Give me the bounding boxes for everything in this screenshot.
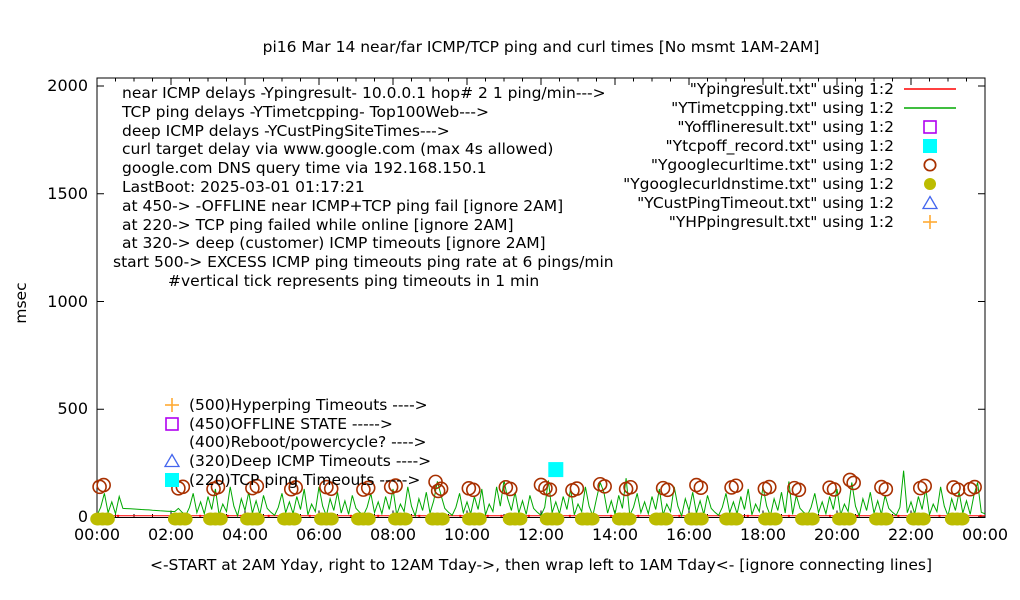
- y-tick-label: 1000: [47, 291, 88, 311]
- annotation-line: LastBoot: 2025-03-01 01:17:21: [122, 178, 365, 196]
- annotation-line: at 320-> deep (customer) ICMP timeouts […: [122, 234, 546, 253]
- x-tick-label: 00:00: [961, 525, 1009, 544]
- annotation-line: deep ICMP delays -YCustPingSiteTimes--->: [122, 121, 450, 140]
- legend-sample: [894, 138, 966, 154]
- callout-text: (320)Deep ICMP Timeouts ---->: [189, 452, 432, 471]
- legend-label: "Ypingresult.txt" using 1:2: [689, 79, 894, 98]
- filled-circle-icon: [924, 177, 936, 190]
- open-triangle-icon: [921, 194, 939, 209]
- y-tick-label: 0: [77, 507, 88, 526]
- callout-marker: [160, 415, 189, 433]
- chart-title: pi16 Mar 14 near/far ICMP/TCP ping and c…: [262, 38, 820, 56]
- x-tick-label: 12:00: [517, 525, 565, 544]
- open-circle-icon: [923, 157, 937, 172]
- filled-square-icon: [165, 472, 179, 487]
- x-tick-label: 02:00: [147, 525, 195, 544]
- line-icon: [904, 106, 956, 109]
- y-tick-label: 500: [57, 399, 88, 419]
- annotation-line: #vertical tick represents ping timeouts …: [168, 272, 540, 290]
- legend-label: "Yofflineresult.txt" using 1:2: [677, 117, 894, 136]
- callout-text: (500)Hyperping Timeouts ---->: [189, 396, 428, 415]
- legend-sample: [894, 176, 966, 192]
- legend-label: "YTimetcpping.txt" using 1:2: [671, 98, 894, 117]
- legend-row: "Ygooglecurldnstime.txt" using 1:2: [600, 174, 966, 193]
- x-tick-label: 18:00: [739, 525, 787, 544]
- callout-marker: [160, 471, 189, 489]
- y-tick-label: 2000: [47, 76, 88, 95]
- x-axis-label: <-START at 2AM Yday, right to 12AM Tday-…: [149, 556, 933, 574]
- callout-text: (450)OFFLINE STATE ----->: [189, 414, 393, 433]
- legend-label: "Ygooglecurldnstime.txt" using 1:2: [623, 174, 894, 193]
- callout-row: (500)Hyperping Timeouts ---->: [160, 396, 431, 415]
- annotation-line: start 500-> EXCESS ICMP ping timeouts pi…: [113, 253, 614, 272]
- callout-row: (220)TCP ping Timeouts ----->: [160, 470, 431, 489]
- legend-row: "YCustPingTimeout.txt" using 1:2: [600, 193, 966, 212]
- legend-sample: [894, 100, 966, 116]
- annotation-line: google.com DNS query time via 192.168.15…: [122, 159, 487, 178]
- open-square-icon: [165, 417, 179, 431]
- series-ytcpoff: [548, 462, 564, 478]
- series-ytimetcpping: [96, 470, 986, 518]
- series-ygooglecurldnstime: [90, 512, 970, 526]
- x-tick-label: 16:00: [665, 525, 713, 544]
- plus-icon: [165, 398, 179, 413]
- series-ygooglecurltime: [92, 472, 982, 499]
- x-tick-label: 10:00: [443, 525, 491, 544]
- open-square-icon: [923, 119, 937, 134]
- x-tick-label: 22:00: [887, 525, 935, 544]
- x-tick-label: 00:00: [73, 525, 121, 544]
- legend-sample: [894, 194, 966, 211]
- x-tick-label: 08:00: [369, 525, 417, 544]
- legend-label: "Ygooglecurltime.txt" using 1:2: [650, 155, 894, 174]
- legend: "Ypingresult.txt" using 1:2 "YTimetcpping…: [600, 79, 966, 231]
- open-triangle-icon: [163, 453, 181, 468]
- legend-sample: [894, 214, 966, 230]
- y-tick-label: 1500: [47, 183, 88, 203]
- callout-text: (220)TCP ping Timeouts ----->: [189, 470, 421, 489]
- legend-label: "YHPpingresult.txt" using 1:2: [668, 212, 894, 231]
- legend-label: "YCustPingTimeout.txt" using 1:2: [637, 193, 894, 212]
- legend-row: "YTimetcpping.txt" using 1:2: [600, 98, 966, 117]
- legend-label: "Ytcpoff_record.txt" using 1:2: [665, 136, 894, 155]
- level-callouts: (500)Hyperping Timeouts ----> (450)OFFLIN…: [160, 396, 431, 489]
- annotation-line: TCP ping delays -YTimetcpping- Top100Web…: [122, 102, 489, 121]
- legend-row: "Yofflineresult.txt" using 1:2: [600, 117, 966, 136]
- callout-marker: [160, 452, 189, 470]
- annotation-line: at 450-> -OFFLINE near ICMP+TCP ping fai…: [122, 196, 564, 215]
- line-icon: [904, 87, 956, 90]
- annotation-line: at 220-> TCP ping failed while online [i…: [122, 215, 514, 234]
- x-tick-label: 20:00: [813, 525, 861, 544]
- callout-text: (400)Reboot/powercycle? ---->: [189, 433, 427, 452]
- x-tick-label: 14:00: [591, 525, 639, 544]
- legend-sample: [894, 81, 966, 97]
- legend-row: "Ytcpoff_record.txt" using 1:2: [600, 136, 966, 155]
- filled-square-icon: [923, 138, 937, 153]
- legend-sample: [894, 119, 966, 135]
- annotation-line: curl target delay via www.google.com (ma…: [122, 140, 554, 159]
- callout-row: (320)Deep ICMP Timeouts ---->: [160, 452, 431, 471]
- callout-marker: [160, 396, 189, 414]
- callout-row: (400)Reboot/powercycle? ---->: [160, 433, 431, 452]
- x-tick-label: 04:00: [221, 525, 269, 544]
- annotation-line: near ICMP delays -Ypingresult- 10.0.0.1 …: [122, 84, 606, 102]
- callout-row: (450)OFFLINE STATE ----->: [160, 415, 431, 434]
- x-tick-label: 06:00: [295, 525, 343, 544]
- legend-row: "Ygooglecurltime.txt" using 1:2: [600, 155, 966, 174]
- legend-row: "YHPpingresult.txt" using 1:2: [600, 212, 966, 231]
- plus-icon: [923, 214, 937, 229]
- legend-row: "Ypingresult.txt" using 1:2: [600, 79, 966, 98]
- legend-sample: [894, 157, 966, 173]
